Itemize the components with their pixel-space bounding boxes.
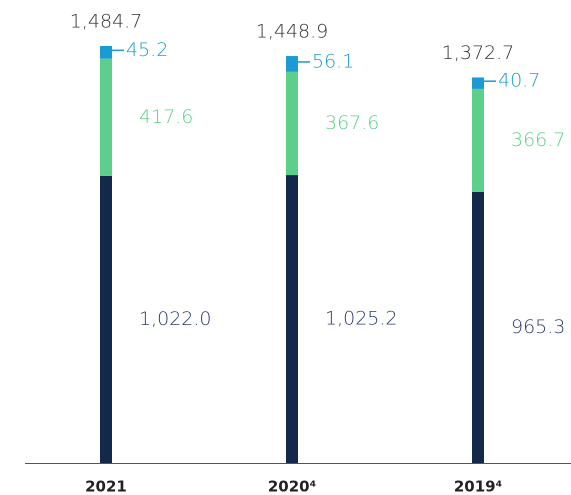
bar-segment [472,191,484,463]
x-tick-label: 2019⁴ [454,478,502,495]
value-label: 366.7 [511,129,565,151]
bar-segment [286,56,298,72]
bar-segment [286,175,298,464]
value-label: 367.6 [325,112,379,134]
bar-segment [472,77,484,89]
total-label: 1,372.7 [442,42,515,64]
bar-segment [100,175,112,463]
value-label: 417.6 [139,106,193,128]
bar-segment [472,88,484,192]
total-label: 1,484.7 [70,10,143,32]
x-tick-label: 2021 [85,478,127,495]
bar-segment [100,45,112,59]
x-tick-label: 2020⁴ [268,478,316,495]
value-label: 1,025.2 [325,308,398,330]
total-label: 1,448.9 [256,21,329,43]
value-label: 1,022.0 [139,308,212,330]
value-label: 965.3 [511,316,565,338]
value-label: 45.2 [126,39,168,61]
value-label: 56.1 [312,50,354,72]
bar-segment [286,71,298,176]
value-label: 40.7 [498,70,540,92]
bar-segment [100,58,112,176]
